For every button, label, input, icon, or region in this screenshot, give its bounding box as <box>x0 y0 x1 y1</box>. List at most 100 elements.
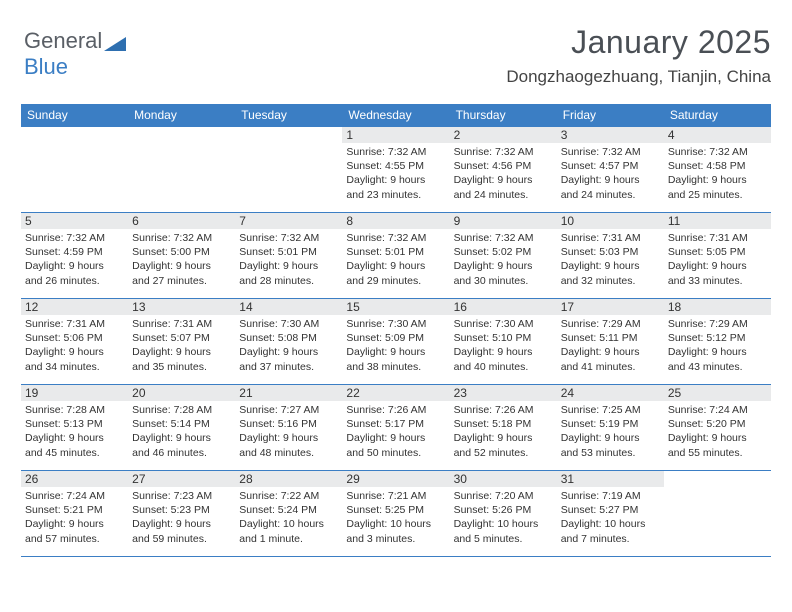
day-info: Sunrise: 7:31 AMSunset: 5:03 PMDaylight:… <box>561 231 660 288</box>
day-number: 28 <box>235 471 342 487</box>
day-info: Sunrise: 7:27 AMSunset: 5:16 PMDaylight:… <box>239 403 338 460</box>
calendar-day-cell: 8Sunrise: 7:32 AMSunset: 5:01 PMDaylight… <box>342 213 449 299</box>
day-info: Sunrise: 7:22 AMSunset: 5:24 PMDaylight:… <box>239 489 338 546</box>
calendar-day-cell: 20 Sunrise: 7:28 AMSunset: 5:14 PMDayligh… <box>128 385 235 471</box>
day-number: 24 <box>557 385 664 401</box>
calendar-day-cell: 2Sunrise: 7:32 AMSunset: 4:56 PMDaylight… <box>450 127 557 213</box>
day-number: 22 <box>342 385 449 401</box>
day-number: 29 <box>342 471 449 487</box>
day-info: Sunrise: 7:32 AMSunset: 4:58 PMDaylight:… <box>668 145 767 202</box>
day-number: 9 <box>450 213 557 229</box>
day-info: Sunrise: 7:30 AMSunset: 5:08 PMDaylight:… <box>239 317 338 374</box>
day-number: 23 <box>450 385 557 401</box>
day-number: 6 <box>128 213 235 229</box>
calendar-day-cell: 15 Sunrise: 7:30 AMSunset: 5:09 PMDayligh… <box>342 299 449 385</box>
calendar-day-cell: 29 Sunrise: 7:21 AMSunset: 5:25 PMDayligh… <box>342 471 449 557</box>
calendar-day-cell: 19Sunrise: 7:28 AMSunset: 5:13 PMDayligh… <box>21 385 128 471</box>
calendar-day-cell: 30 Sunrise: 7:20 AMSunset: 5:26 PMDayligh… <box>450 471 557 557</box>
day-number: 1 <box>342 127 449 143</box>
day-info: Sunrise: 7:32 AMSunset: 5:02 PMDaylight:… <box>454 231 553 288</box>
calendar-day-cell: 17 Sunrise: 7:29 AMSunset: 5:11 PMDayligh… <box>557 299 664 385</box>
calendar-week-row: 12 Sunrise: 7:31 AMSunset: 5:06 PMDayligh… <box>21 299 771 385</box>
calendar-day-cell: 13 Sunrise: 7:31 AMSunset: 5:07 PMDayligh… <box>128 299 235 385</box>
day-info: Sunrise: 7:19 AMSunset: 5:27 PMDaylight:… <box>561 489 660 546</box>
day-number: 15 <box>342 299 449 315</box>
day-number: 4 <box>664 127 771 143</box>
calendar-day-cell: 26 Sunrise: 7:24 AMSunset: 5:21 PMDayligh… <box>21 471 128 557</box>
day-info: Sunrise: 7:26 AMSunset: 5:17 PMDaylight:… <box>346 403 445 460</box>
calendar-day-cell: 1Sunrise: 7:32 AMSunset: 4:55 PMDaylight… <box>342 127 449 213</box>
day-info: Sunrise: 7:24 AMSunset: 5:20 PMDaylight:… <box>668 403 767 460</box>
page-title: January 2025 <box>506 24 771 61</box>
day-info: Sunrise: 7:31 AMSunset: 5:06 PMDaylight:… <box>25 317 124 374</box>
day-number: 21 <box>235 385 342 401</box>
day-number: 17 <box>557 299 664 315</box>
calendar-day-cell: 24 Sunrise: 7:25 AMSunset: 5:19 PMDayligh… <box>557 385 664 471</box>
day-number: 25 <box>664 385 771 401</box>
calendar-day-cell: 6Sunrise: 7:32 AMSunset: 5:00 PMDaylight… <box>128 213 235 299</box>
day-number: 5 <box>21 213 128 229</box>
day-number: 3 <box>557 127 664 143</box>
day-number: 8 <box>342 213 449 229</box>
brand-part2: Blue <box>24 54 68 79</box>
day-info: Sunrise: 7:32 AMSunset: 5:01 PMDaylight:… <box>239 231 338 288</box>
day-number: 26 <box>21 471 128 487</box>
day-number: 2 <box>450 127 557 143</box>
calendar-week-row: 5 Sunrise: 7:32 AMSunset: 4:59 PMDaylight… <box>21 213 771 299</box>
calendar-day-cell: 9 Sunrise: 7:32 AMSunset: 5:02 PMDaylight… <box>450 213 557 299</box>
column-header: Saturday <box>664 104 771 127</box>
day-number: 30 <box>450 471 557 487</box>
calendar-day-cell: 21 Sunrise: 7:27 AMSunset: 5:16 PMDayligh… <box>235 385 342 471</box>
calendar-day-cell: 7 Sunrise: 7:32 AMSunset: 5:01 PMDaylight… <box>235 213 342 299</box>
day-info: Sunrise: 7:20 AMSunset: 5:26 PMDaylight:… <box>454 489 553 546</box>
calendar-day-cell: 10 Sunrise: 7:31 AMSunset: 5:03 PMDayligh… <box>557 213 664 299</box>
day-number: 16 <box>450 299 557 315</box>
day-number: 18 <box>664 299 771 315</box>
calendar-day-cell: 5 Sunrise: 7:32 AMSunset: 4:59 PMDaylight… <box>21 213 128 299</box>
day-info: Sunrise: 7:28 AMSunset: 5:14 PMDaylight:… <box>132 403 231 460</box>
day-info: Sunrise: 7:23 AMSunset: 5:23 PMDaylight:… <box>132 489 231 546</box>
day-number: 13 <box>128 299 235 315</box>
day-number: 14 <box>235 299 342 315</box>
day-info: Sunrise: 7:30 AMSunset: 5:09 PMDaylight:… <box>346 317 445 374</box>
day-info: Sunrise: 7:32 AMSunset: 4:57 PMDaylight:… <box>561 145 660 202</box>
brand-logo: General Blue <box>24 28 126 80</box>
calendar-week-row: 19Sunrise: 7:28 AMSunset: 5:13 PMDayligh… <box>21 385 771 471</box>
calendar-day-cell: 12 Sunrise: 7:31 AMSunset: 5:06 PMDayligh… <box>21 299 128 385</box>
column-header: Monday <box>128 104 235 127</box>
day-info: Sunrise: 7:24 AMSunset: 5:21 PMDaylight:… <box>25 489 124 546</box>
calendar-day-cell: 18 Sunrise: 7:29 AMSunset: 5:12 PMDayligh… <box>664 299 771 385</box>
day-number: 10 <box>557 213 664 229</box>
day-number: 31 <box>557 471 664 487</box>
calendar-day-cell: 16 Sunrise: 7:30 AMSunset: 5:10 PMDayligh… <box>450 299 557 385</box>
day-info: Sunrise: 7:29 AMSunset: 5:12 PMDaylight:… <box>668 317 767 374</box>
day-info: Sunrise: 7:25 AMSunset: 5:19 PMDaylight:… <box>561 403 660 460</box>
calendar-day-cell: 22 Sunrise: 7:26 AMSunset: 5:17 PMDayligh… <box>342 385 449 471</box>
calendar-day-cell: 14 Sunrise: 7:30 AMSunset: 5:08 PMDayligh… <box>235 299 342 385</box>
column-header: Friday <box>557 104 664 127</box>
calendar-day-cell: 25 Sunrise: 7:24 AMSunset: 5:20 PMDayligh… <box>664 385 771 471</box>
day-info: Sunrise: 7:31 AMSunset: 5:05 PMDaylight:… <box>668 231 767 288</box>
day-number: 11 <box>664 213 771 229</box>
calendar-day-cell: 28 Sunrise: 7:22 AMSunset: 5:24 PMDayligh… <box>235 471 342 557</box>
day-info: Sunrise: 7:21 AMSunset: 5:25 PMDaylight:… <box>346 489 445 546</box>
brand-part1: General <box>24 28 102 53</box>
day-info: Sunrise: 7:26 AMSunset: 5:18 PMDaylight:… <box>454 403 553 460</box>
calendar-header-row: SundayMondayTuesdayWednesdayThursdayFrid… <box>21 104 771 127</box>
day-number: 20 <box>128 385 235 401</box>
day-info: Sunrise: 7:29 AMSunset: 5:11 PMDaylight:… <box>561 317 660 374</box>
header-block: January 2025 Dongzhaogezhuang, Tianjin, … <box>506 24 771 87</box>
calendar-day-cell: 31 Sunrise: 7:19 AMSunset: 5:27 PMDayligh… <box>557 471 664 557</box>
column-header: Tuesday <box>235 104 342 127</box>
day-number: 12 <box>21 299 128 315</box>
column-header: Sunday <box>21 104 128 127</box>
calendar-day-cell <box>664 471 771 557</box>
calendar-table: SundayMondayTuesdayWednesdayThursdayFrid… <box>21 104 771 557</box>
calendar-day-cell: 11 Sunrise: 7:31 AMSunset: 5:05 PMDayligh… <box>664 213 771 299</box>
calendar-day-cell: 27Sunrise: 7:23 AMSunset: 5:23 PMDayligh… <box>128 471 235 557</box>
day-number: 7 <box>235 213 342 229</box>
day-info: Sunrise: 7:30 AMSunset: 5:10 PMDaylight:… <box>454 317 553 374</box>
day-info: Sunrise: 7:32 AMSunset: 4:59 PMDaylight:… <box>25 231 124 288</box>
day-info: Sunrise: 7:31 AMSunset: 5:07 PMDaylight:… <box>132 317 231 374</box>
day-info: Sunrise: 7:28 AMSunset: 5:13 PMDaylight:… <box>25 403 124 460</box>
